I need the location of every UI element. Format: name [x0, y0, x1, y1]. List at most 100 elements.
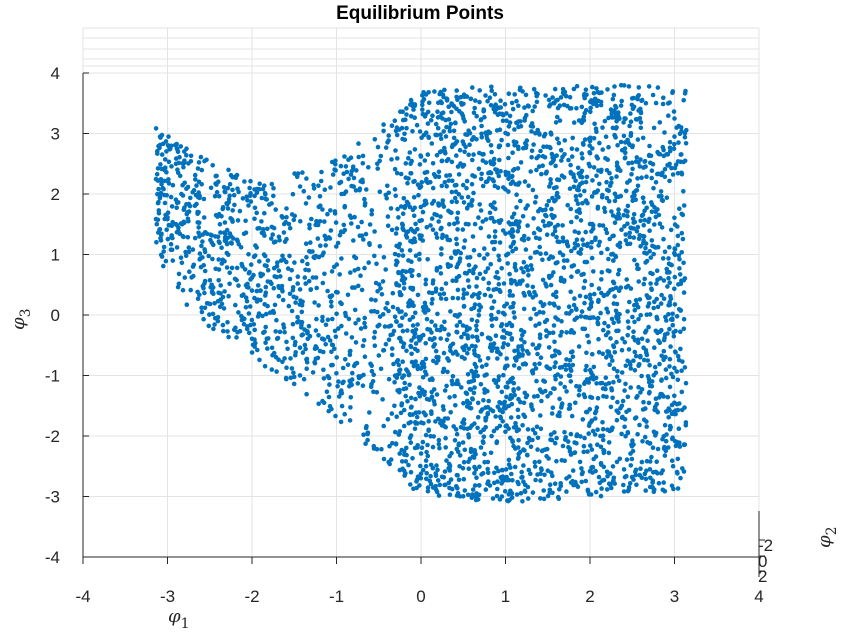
scatter-point	[508, 377, 513, 382]
scatter-point	[553, 120, 559, 125]
scatter-point	[265, 279, 271, 284]
scatter-point	[599, 277, 604, 282]
scatter-point	[503, 169, 508, 175]
scatter-point	[535, 435, 541, 441]
scatter-point	[618, 103, 624, 108]
scatter-point	[297, 345, 303, 351]
scatter-point	[615, 143, 620, 148]
scatter-point	[304, 360, 310, 365]
scatter-point	[461, 291, 467, 297]
scatter-point	[544, 232, 550, 237]
scatter-point	[477, 358, 483, 363]
scatter-point	[629, 442, 634, 447]
scatter-point	[489, 149, 494, 155]
scatter-point	[574, 215, 579, 220]
scatter-point	[342, 411, 348, 417]
scatter-point	[283, 375, 289, 381]
scatter-point	[252, 193, 257, 199]
scatter-point	[556, 140, 562, 146]
scatter-point	[399, 459, 405, 464]
scatter-point	[584, 315, 590, 320]
scatter-point	[425, 453, 431, 459]
scatter-point	[485, 466, 491, 472]
scatter-point	[317, 194, 323, 199]
scatter-point	[415, 182, 421, 187]
scatter-point	[533, 235, 539, 241]
scatter-point	[634, 155, 640, 160]
scatter-point	[449, 210, 454, 215]
scatter-point	[584, 363, 589, 369]
scatter-point	[684, 127, 689, 133]
scatter-point	[441, 368, 447, 374]
scatter-point	[408, 433, 414, 438]
scatter-point	[449, 199, 455, 205]
scatter-point	[284, 206, 289, 211]
scatter-point	[667, 326, 672, 332]
scatter-point	[468, 96, 474, 102]
scatter-point	[607, 236, 612, 242]
scatter-point	[225, 320, 230, 325]
scatter-point	[652, 404, 658, 410]
scatter-point	[398, 410, 404, 416]
scatter-point	[448, 121, 454, 127]
scatter-point	[537, 343, 542, 348]
scatter-point	[588, 135, 593, 141]
scatter-point	[598, 310, 603, 316]
scatter-point	[564, 389, 569, 394]
scatter-point	[611, 344, 617, 350]
scatter-point	[332, 346, 337, 352]
scatter-point	[505, 385, 510, 390]
scatter-point	[675, 456, 681, 462]
scatter-point	[316, 183, 321, 188]
scatter-point	[670, 435, 675, 441]
scatter-point	[362, 201, 368, 206]
scatter-point	[593, 126, 599, 131]
scatter-point	[363, 441, 368, 447]
scatter-point	[215, 234, 221, 240]
scatter-point	[497, 407, 503, 412]
scatter-point	[509, 471, 514, 477]
scatter-point	[507, 120, 513, 125]
scatter-point	[525, 440, 530, 446]
scatter-point	[512, 127, 517, 132]
scatter-point	[667, 178, 672, 184]
scatter-point	[461, 347, 467, 353]
scatter-point	[289, 268, 295, 273]
scatter-point	[444, 383, 449, 389]
scatter-point	[248, 178, 253, 184]
scatter-point	[383, 192, 389, 198]
scatter-point	[574, 197, 579, 203]
scatter-point	[409, 273, 415, 279]
scatter-point	[461, 245, 467, 250]
scatter-point	[182, 275, 188, 280]
scatter-point	[596, 350, 602, 355]
scatter-point	[634, 482, 639, 488]
scatter-point	[311, 182, 316, 188]
scatter-point	[186, 245, 192, 250]
scatter-point	[615, 165, 621, 170]
scatter-point	[423, 458, 429, 463]
scatter-point	[491, 428, 497, 434]
scatter-point	[276, 268, 282, 274]
scatter-point	[236, 283, 241, 288]
scatter-point	[655, 316, 660, 322]
scatter-point	[681, 189, 686, 194]
scatter-point	[476, 483, 482, 488]
scatter-point	[455, 210, 461, 216]
scatter-point	[455, 378, 460, 384]
scatter-point	[516, 396, 521, 402]
scatter-point	[530, 490, 536, 495]
scatter-point	[252, 187, 257, 192]
scatter-point	[437, 445, 442, 451]
scatter-point	[580, 417, 586, 422]
scatter-point	[662, 130, 667, 135]
scatter-point	[644, 419, 649, 424]
scatter-point	[471, 270, 476, 276]
scatter-point	[181, 160, 187, 166]
scatter-point	[601, 448, 607, 454]
scatter-point	[640, 195, 646, 200]
scatter-point	[398, 204, 404, 209]
scatter-point	[600, 351, 606, 357]
scatter-point	[516, 437, 521, 443]
scatter-point	[576, 230, 581, 236]
